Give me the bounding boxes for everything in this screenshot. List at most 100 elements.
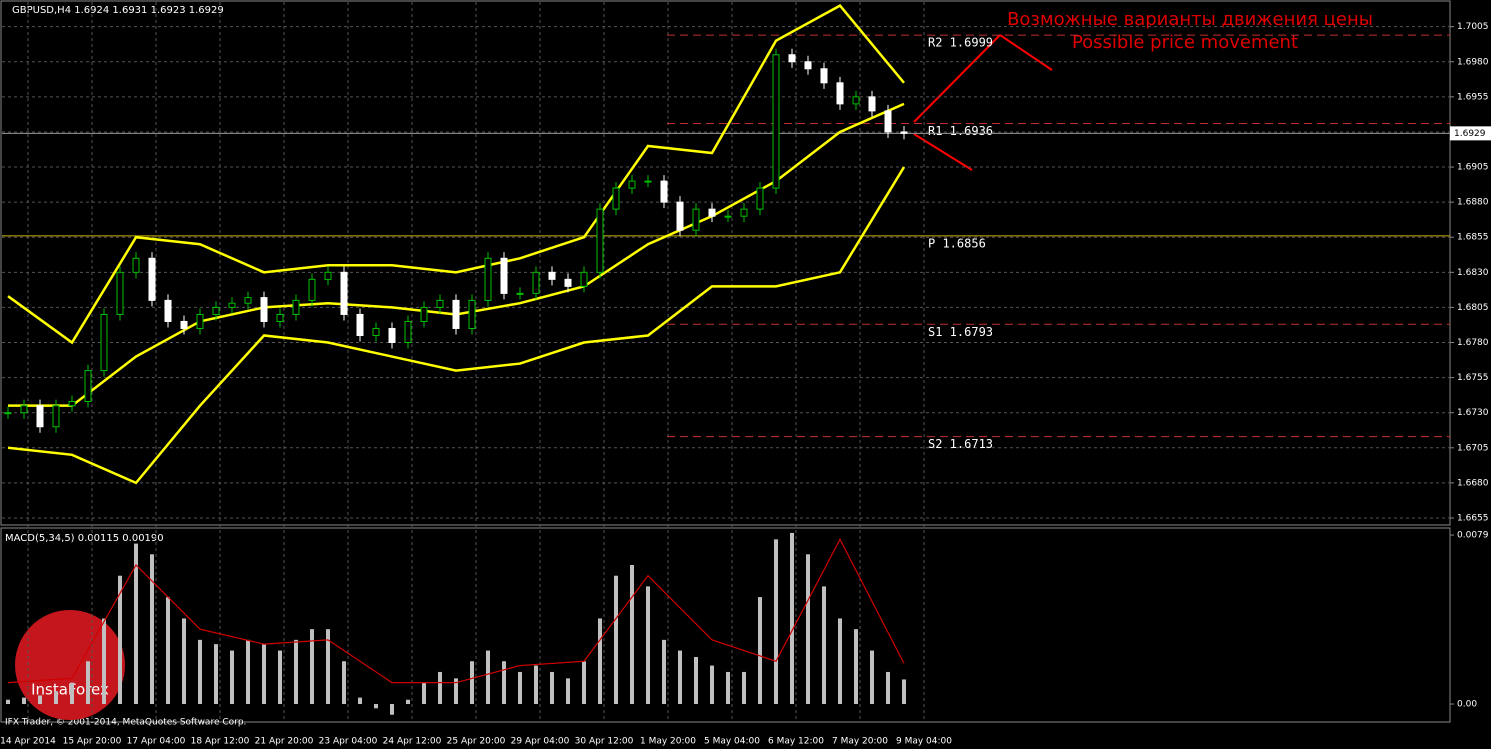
- macd-bar: [502, 661, 506, 705]
- candle-body: [628, 180, 636, 189]
- macd-bar: [262, 644, 266, 705]
- candle-body: [244, 297, 252, 304]
- candle-body: [484, 257, 492, 301]
- x-tick-label: 14 Apr 2014: [0, 737, 56, 747]
- x-tick-label: 7 May 20:00: [832, 737, 888, 747]
- candle-body: [692, 208, 700, 231]
- candle-body: [4, 412, 12, 415]
- current-price-label: 1.6929: [1454, 129, 1486, 139]
- macd-bar: [230, 650, 234, 705]
- y-tick-label: 1.6805: [1457, 303, 1489, 313]
- macd-bar: [22, 697, 26, 705]
- candle-body: [836, 82, 844, 105]
- macd-bar: [70, 682, 74, 705]
- macd-bar: [294, 639, 298, 705]
- candle-body: [404, 320, 412, 344]
- candle-body: [900, 131, 908, 134]
- macd-bar: [902, 679, 906, 705]
- macd-bar: [838, 618, 842, 705]
- macd-bar: [342, 661, 346, 705]
- candle-body: [884, 110, 892, 133]
- candle-body: [724, 215, 732, 218]
- candle-body: [804, 61, 812, 70]
- macd-frame: [0, 527, 1451, 723]
- x-tick-label: 6 May 12:00: [768, 737, 824, 747]
- candle-body: [340, 271, 348, 315]
- macd-bar: [38, 695, 42, 705]
- candle-body: [436, 299, 444, 308]
- annotation-ru: Возможные варианты движения цены: [1007, 9, 1373, 30]
- macd-bar: [774, 539, 778, 705]
- candle-body: [564, 278, 572, 287]
- chart-title: GBPUSD,H4 1.6924 1.6931 1.6923 1.6929: [12, 5, 224, 16]
- macd-bar: [390, 704, 394, 715]
- main-frame: [0, 0, 1451, 526]
- macd-bar: [854, 629, 858, 705]
- candle-body: [292, 299, 300, 315]
- macd-bar: [742, 671, 746, 705]
- y-tick-label: 1.6655: [1457, 513, 1489, 523]
- x-tick-label: 5 May 04:00: [704, 737, 760, 747]
- candle-body: [308, 278, 316, 301]
- macd-bar: [118, 575, 122, 705]
- candle-body: [372, 327, 380, 336]
- candle-body: [260, 297, 268, 322]
- x-tick-label: 30 Apr 12:00: [575, 737, 634, 747]
- candle-body: [676, 201, 684, 231]
- x-tick-label: 17 Apr 04:00: [127, 737, 186, 747]
- candle-body: [852, 96, 860, 105]
- macd-bar: [582, 661, 586, 705]
- footer: IFX Trader, © 2001-2014, MetaQuotes Soft…: [5, 718, 246, 728]
- macd-bar: [694, 656, 698, 705]
- candle-body: [580, 271, 588, 287]
- x-tick-label: 1 May 20:00: [640, 737, 696, 747]
- candle-body: [596, 208, 604, 273]
- macd-bar: [422, 682, 426, 705]
- candle-body: [500, 257, 508, 294]
- candle-body: [148, 257, 156, 301]
- macd-bar: [198, 639, 202, 705]
- candle-body: [196, 313, 204, 329]
- macd-bar: [566, 678, 570, 705]
- candle-body: [52, 405, 60, 428]
- y-tick-label: 1.6955: [1457, 92, 1489, 102]
- candle-body: [660, 180, 668, 203]
- x-tick-label: 25 Apr 20:00: [447, 737, 506, 747]
- macd-bar: [822, 586, 826, 705]
- macd-bar: [646, 586, 650, 705]
- x-tick-label: 24 Apr 12:00: [383, 737, 442, 747]
- macd-bar: [550, 671, 554, 705]
- y-tick-label: 1.7005: [1457, 22, 1489, 32]
- candle-body: [468, 299, 476, 329]
- candle-body: [84, 370, 92, 402]
- x-tick-label: 23 Apr 04:00: [319, 737, 378, 747]
- candle-body: [132, 257, 140, 273]
- macd-bar: [358, 697, 362, 705]
- macd-bar: [166, 597, 170, 705]
- candle-body: [20, 405, 28, 414]
- macd-bar: [454, 678, 458, 705]
- bollinger-line: [7, 166, 906, 485]
- macd-bar: [374, 704, 378, 709]
- macd-y-tick-label: 0.0079: [1457, 531, 1489, 541]
- macd-bar: [534, 665, 538, 705]
- candle-body: [36, 405, 44, 428]
- macd-bar: [486, 650, 490, 705]
- pivot-label: R1 1.6936: [928, 124, 993, 138]
- macd-bar: [886, 671, 890, 705]
- pivot-label: R2 1.6999: [928, 36, 993, 50]
- y-tick-label: 1.6680: [1457, 478, 1489, 488]
- macd-bar: [214, 644, 218, 705]
- candle-body: [644, 180, 652, 183]
- x-tick-label: 18 Apr 12:00: [191, 737, 250, 747]
- candle-body: [420, 306, 428, 322]
- macd-y-tick-label: 0.00: [1457, 700, 1477, 710]
- macd-bar: [54, 691, 58, 705]
- candle-body: [868, 96, 876, 112]
- x-tick-label: 15 Apr 20:00: [63, 737, 122, 747]
- y-tick-label: 1.6780: [1457, 338, 1489, 348]
- y-tick-label: 1.6855: [1457, 233, 1489, 243]
- candle-body: [772, 54, 780, 189]
- candle-body: [548, 271, 556, 280]
